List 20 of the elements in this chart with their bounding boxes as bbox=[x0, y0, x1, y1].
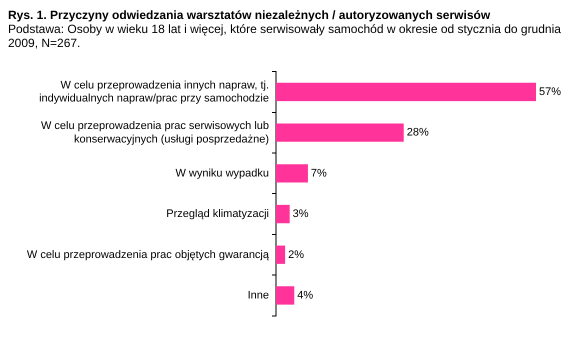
bar bbox=[276, 164, 308, 183]
y-tick-label: Inne bbox=[248, 289, 269, 302]
data-label: 4% bbox=[297, 289, 314, 302]
y-tick-label: W celu przeprowadzenia prac serwisowych lub konserwacyjnych (usługi posprzedażne) bbox=[40, 120, 269, 146]
data-label: 3% bbox=[292, 208, 309, 220]
data-label: 28% bbox=[406, 126, 429, 139]
bar bbox=[276, 286, 294, 305]
bar bbox=[276, 204, 290, 224]
y-tick-label: W celu przeprowadzenia innych napraw, tj. indywidualnych napraw/prac przy samochodzie bbox=[39, 79, 269, 105]
bar bbox=[276, 82, 536, 102]
bar bbox=[276, 123, 404, 142]
data-label: 7% bbox=[310, 167, 328, 180]
data-label: 2% bbox=[288, 248, 304, 261]
data-label: 57% bbox=[539, 86, 562, 98]
bar bbox=[276, 246, 286, 264]
chart-subtitle: Podstawa: Osoby w wieku 18 lat i więcej, które serwisowały samochód w okresie od stycznia do grudnia 2009, N=267. bbox=[8, 22, 562, 50]
y-tick-label: Przegląd klimatyzacji bbox=[166, 208, 269, 220]
y-tick-label: W wyniku wypadku bbox=[175, 167, 269, 180]
y-tick-label: W celu przeprowadzenia prac objętych gwarancją bbox=[26, 248, 270, 261]
chart-title: Rys. 1. Przyczyny odwiedzania warsztatów niezależnych / autoryzowanych serwisów bbox=[8, 8, 492, 22]
